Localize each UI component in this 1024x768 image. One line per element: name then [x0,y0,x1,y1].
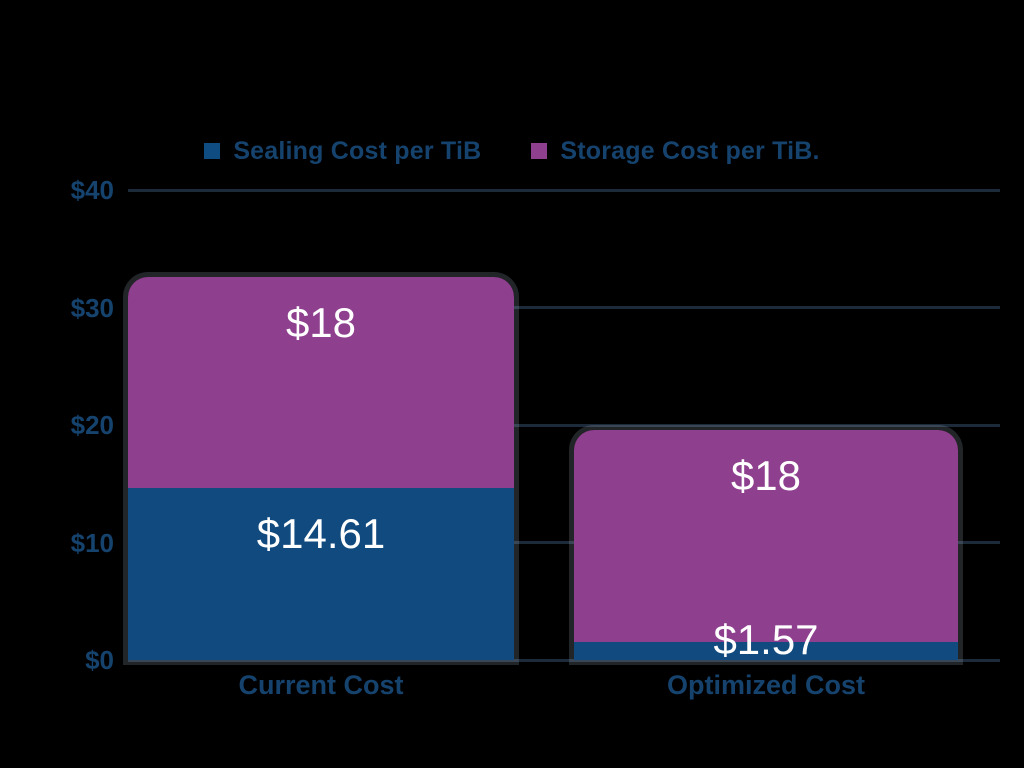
y-tick-label: $0 [85,645,114,675]
bar-value-label: $18 [285,298,357,346]
bar-segment-sealing-cost-per-tib-current-cost[interactable]: $14.61 [128,488,514,660]
x-category-label-optimized-cost: Optimized Cost [666,670,865,700]
gridline [128,423,1000,427]
legend-label-storage: Storage Cost per TiB. [560,136,820,165]
y-tick-label: $40 [70,175,114,205]
x-category-label-current-cost: Current Cost [238,670,404,700]
y-tick-label: $10 [70,527,114,558]
x-axis: Current Cost Optimized Cost [128,669,1000,709]
gridline [128,188,1000,192]
legend-swatch-sealing-icon [204,143,221,159]
bar-current-cost: $18 $14.61 [128,276,514,660]
gridline [128,541,1000,544]
bar-value-label: $18 [730,452,802,500]
legend-label-sealing: Sealing Cost per TiB [233,136,482,165]
legend-item-storage[interactable]: Storage Cost per TiB. [531,137,819,166]
chart-legend: Sealing Cost per TiB Storage Cost per Ti… [0,131,1024,171]
bar-segment-storage-cost-per-tib-current-cost[interactable]: $18 [128,276,514,489]
y-tick-label: $20 [70,410,114,440]
bar-segment-storage-cost-per-tib-optimized-cost[interactable]: $18 [574,430,958,642]
legend-item-sealing[interactable]: Sealing Cost per TiB [204,137,481,166]
gridline [128,658,1000,662]
plot-area: $18 $14.61 $18 $1.57 [128,188,1000,662]
gridline [128,306,1000,309]
bar-value-label: $14.61 [256,510,386,558]
legend-swatch-storage-icon [531,143,548,159]
bar-segment-sealing-cost-per-tib-optimized-cost[interactable]: $1.57 [574,617,958,661]
y-axis: $0 $10 $20 $30 $40 [0,175,114,675]
bar-optimized-cost: $18 $1.57 [574,430,958,661]
y-tick-label: $30 [70,292,114,323]
